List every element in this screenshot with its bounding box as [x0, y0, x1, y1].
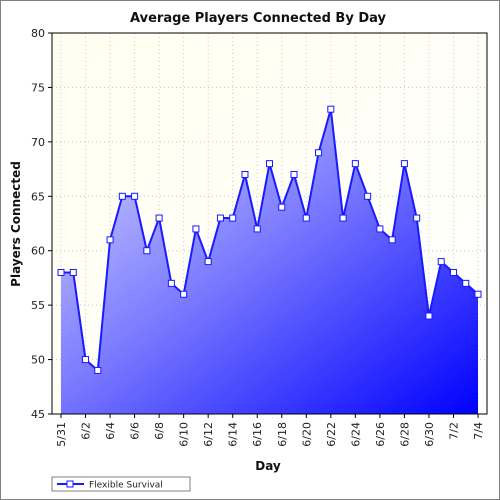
data-point [400, 160, 408, 168]
y-tick-label: 60 [31, 245, 45, 258]
data-point [204, 258, 212, 266]
y-tick-label: 65 [31, 190, 45, 203]
data-point [327, 105, 335, 113]
legend-label: Flexible Survival [89, 481, 163, 491]
y-tick-label: 55 [31, 299, 45, 312]
y-tick-label: 75 [31, 81, 45, 94]
data-point [437, 258, 445, 266]
data-point [278, 203, 286, 211]
y-axis-title: Players Connected [9, 161, 23, 287]
data-point [192, 225, 200, 233]
series-area [61, 109, 478, 414]
data-point [229, 214, 237, 222]
data-point [315, 149, 323, 157]
data-point [351, 160, 359, 168]
y-tick-label: 50 [31, 354, 45, 367]
plot-border [51, 32, 488, 415]
data-point [425, 312, 433, 320]
data-point [118, 192, 126, 200]
y-tick-label: 80 [31, 27, 45, 40]
data-point [266, 160, 273, 168]
x-tick-label: 6/4 [104, 422, 117, 440]
legend: Flexible Survival [51, 476, 191, 492]
data-point [290, 171, 298, 179]
data-point [106, 236, 114, 244]
x-tick-label: 6/26 [374, 422, 387, 447]
legend-box [51, 476, 191, 492]
y-tick-label: 45 [31, 408, 45, 421]
x-axis-title: Day [255, 459, 281, 473]
data-point [388, 236, 396, 244]
markers [57, 105, 482, 374]
data-point [241, 171, 249, 179]
x-tick-label: 6/16 [251, 422, 264, 447]
x-tick-label: 6/24 [349, 422, 362, 447]
x-tick-label: 7/4 [472, 422, 485, 440]
data-point [413, 214, 421, 222]
x-tick-label: 5/31 [55, 422, 68, 447]
chart-title: Average Players Connected By Day [130, 11, 386, 26]
x-tick-label: 6/12 [202, 422, 215, 447]
data-point [180, 290, 188, 298]
data-point [155, 214, 163, 222]
x-tick-label: 6/14 [227, 422, 240, 447]
data-point [131, 192, 139, 200]
x-tick-label: 7/2 [447, 422, 460, 440]
x-tick-label: 6/10 [178, 422, 191, 447]
data-point [462, 279, 470, 287]
data-point [376, 225, 384, 233]
data-point [143, 247, 151, 255]
data-point [82, 356, 90, 364]
y-tick-label: 70 [31, 136, 45, 149]
data-point [57, 268, 65, 276]
data-point [253, 225, 261, 233]
data-point [94, 366, 102, 374]
data-point [449, 268, 457, 276]
x-axis-ticks: 5/31 6/2 6/4 6/6 6/8 6/10 6/12 6/14 6/16 6/18 6/20… [55, 414, 485, 447]
data-point [167, 279, 175, 287]
x-tick-label: 6/8 [153, 422, 166, 440]
x-tick-label: 6/30 [423, 422, 436, 447]
x-tick-label: 6/6 [129, 422, 142, 440]
data-point [364, 192, 372, 200]
x-tick-label: 6/2 [80, 422, 93, 440]
legend-marker-swatch [66, 480, 74, 488]
data-point [69, 268, 77, 276]
y-axis-ticks: 45 50 55 60 65 70 75 80 [31, 27, 52, 421]
x-tick-label: 6/18 [276, 422, 289, 447]
data-point [302, 214, 310, 222]
x-tick-label: 6/22 [325, 422, 338, 447]
data-point [339, 214, 347, 222]
data-point [474, 290, 482, 298]
data-point [216, 214, 224, 222]
x-tick-label: 6/20 [300, 422, 313, 447]
x-tick-label: 6/28 [398, 422, 411, 447]
